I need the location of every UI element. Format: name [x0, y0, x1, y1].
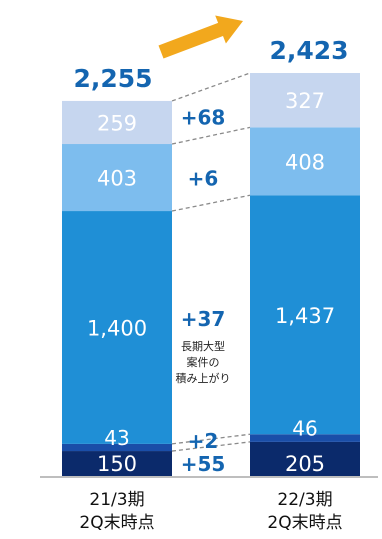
bar-segment-1-middle [62, 211, 172, 444]
connector-line [171, 72, 251, 102]
bar-value-label: 150 [97, 452, 137, 476]
connector-line [171, 194, 251, 212]
difference-label: +2 [188, 429, 219, 453]
bar-segment-2-second [250, 434, 360, 442]
annotation-line: 長期大型 [181, 339, 225, 353]
bar-value-label: 403 [97, 167, 137, 191]
bar-segment-2-middle [250, 195, 360, 435]
difference-label: +68 [181, 105, 226, 129]
difference-label: +55 [181, 452, 226, 476]
bar-value-label: 205 [285, 452, 325, 476]
total-labels: 2,255 2,423 [73, 36, 348, 93]
bar-value-label: 408 [285, 150, 325, 174]
category-label: 2Q末時点 [79, 513, 154, 533]
connector-lines [171, 72, 251, 452]
difference-labels: +55+2 +37 +6 +68 [181, 105, 226, 476]
bar-segment-1-second [62, 443, 172, 452]
growth-arrow-shape [158, 15, 243, 59]
bar-segment-2-top [250, 73, 360, 128]
bar-segment-2-fourth [250, 127, 360, 196]
connector-line [171, 126, 251, 145]
bar-value-label: 327 [285, 89, 325, 113]
growth-arrow-icon [158, 15, 243, 59]
bar-segment-1-fourth [62, 144, 172, 212]
bar-value-label: 46 [292, 416, 317, 440]
connector-line [171, 433, 251, 445]
annotation-line: 案件の [187, 355, 220, 369]
bar-segments [62, 73, 360, 476]
connector-line [171, 441, 251, 452]
total-label: 2,423 [269, 36, 348, 65]
total-label: 2,255 [73, 64, 152, 93]
category-label: 22/3期 [277, 490, 332, 510]
category-label: 2Q末時点 [267, 513, 342, 533]
difference-label: +37 [181, 307, 226, 331]
bar-segment-1-bottom [62, 451, 172, 476]
bar-segment-1-top [62, 100, 172, 145]
bar-value-label: 259 [97, 111, 137, 135]
category-label: 21/3期 [89, 490, 144, 510]
difference-label: +6 [188, 167, 219, 191]
bar-value-label: 1,400 [87, 316, 147, 340]
bar-segment-2-bottom [250, 441, 360, 476]
category-labels: 21/3期 2Q末時点 22/3期 2Q末時点 [79, 490, 342, 533]
annotation-line: 積み上がり [176, 371, 231, 385]
bar-value-label: 1,437 [275, 304, 335, 328]
bar-value-label: 43 [104, 426, 129, 450]
